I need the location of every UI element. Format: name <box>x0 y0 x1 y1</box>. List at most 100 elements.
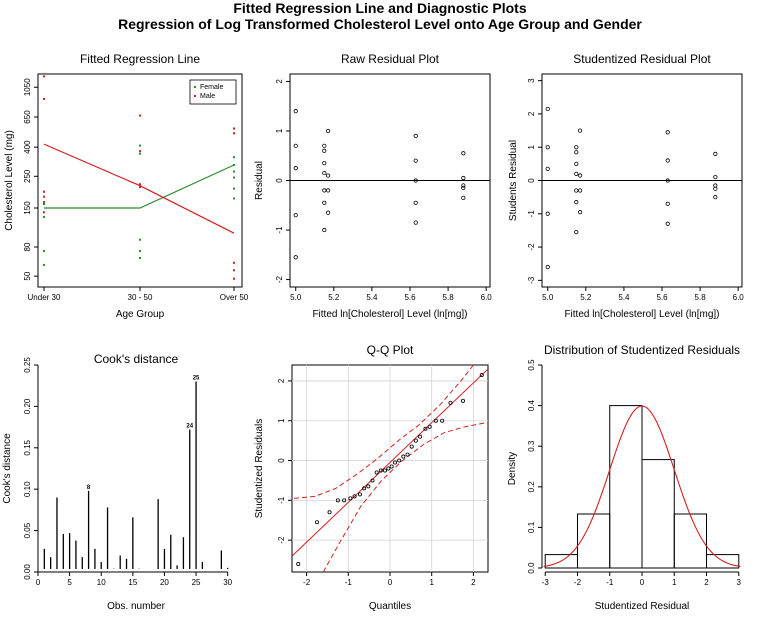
point-female-15 <box>233 156 235 159</box>
qq-point-9 <box>366 484 371 489</box>
dist-ytick-2-tick-label: 0.2 <box>527 481 536 493</box>
qq-point-10 <box>370 478 375 483</box>
point-female-6 <box>139 250 141 253</box>
legend-swatch-female <box>194 86 196 88</box>
hist-bar-4 <box>673 513 708 569</box>
qq-point-4 <box>342 498 347 503</box>
qq-point-11 <box>374 470 379 475</box>
raw-resid-point-12 <box>325 128 331 134</box>
qq-point-17 <box>397 458 402 463</box>
raw-resid-point-6 <box>322 148 327 153</box>
stud-resid-xtick-5-tick-label: 6.0 <box>733 293 745 302</box>
raw-resid-xtick-2-tick-label: 5.4 <box>366 293 378 302</box>
qq-point-6 <box>352 494 357 499</box>
qq-xtick-2-tick-label: 0 <box>388 578 393 587</box>
qq-xtick-1-tick-label: -1 <box>345 578 353 587</box>
raw-resid-point-7 <box>322 161 327 166</box>
qq-point-25 <box>433 418 438 423</box>
point-female-1 <box>43 250 45 253</box>
fitted-ytick-1050-tick-label: 1050 <box>23 78 32 96</box>
dist-ytick-1-tick-label: 0.1 <box>527 521 536 533</box>
fitted-legend <box>189 79 237 105</box>
raw-resid-point-17 <box>413 158 418 163</box>
raw-resid-point-13 <box>325 173 331 178</box>
point-female-8 <box>139 152 141 155</box>
stud-resid-ytick-6-tick-label: 3 <box>527 78 536 83</box>
cooks-xtick-2-tick-label: 10 <box>97 578 106 587</box>
qq-plot-ylabel: Studentized Residuals <box>254 419 265 519</box>
fitted-ytick-650-tick-label: 650 <box>23 110 32 124</box>
qq-ytick-0-tick-label: -2 <box>277 536 286 544</box>
dist-ytick-5-tick-label: 0.5 <box>527 359 536 371</box>
qq-point-24 <box>427 424 432 429</box>
point-male-1 <box>43 201 45 204</box>
qq-point-27 <box>448 400 453 405</box>
cooks-ytick-3-tick-label: 0.15 <box>23 439 32 455</box>
qq-point-0 <box>296 562 301 567</box>
stud-resid-point-9 <box>574 188 579 193</box>
stud-resid-point-7 <box>574 161 579 166</box>
point-female-14 <box>233 163 235 166</box>
fitted-xcat-0-tick-label: Under 30 <box>28 293 61 302</box>
fitted-ytick-50-tick-label: 50 <box>23 271 32 280</box>
raw-resid-xtick-3-tick-label: 5.6 <box>404 293 416 302</box>
fitted-plot-frame <box>37 73 243 288</box>
stud-resid-ytick-5-tick-label: 2 <box>527 111 536 116</box>
raw-resid-plot-title: Raw Residual Plot <box>341 52 440 66</box>
figure-title: Fitted Regression Line and Diagnostic Pl… <box>233 0 527 16</box>
point-female-5 <box>139 257 141 260</box>
stud-resid-xtick-4-tick-label: 5.8 <box>695 293 707 302</box>
qq-point-28 <box>460 398 465 403</box>
raw-resid-point-0 <box>293 109 298 114</box>
raw-resid-point-24 <box>461 185 466 191</box>
stud-resid-point-23 <box>713 183 718 188</box>
stud-resid-point-18 <box>665 178 670 183</box>
raw-resid-point-25 <box>461 195 466 200</box>
cooks-plot-title: Cook's distance <box>94 352 179 366</box>
stud-resid-ytick-2-tick-label: -1 <box>527 210 536 218</box>
stud-resid-point-8 <box>574 171 579 176</box>
point-female-10 <box>233 197 235 200</box>
qq-point-22 <box>418 434 423 439</box>
cooks-plot-ylabel: Cook's distance <box>2 433 13 504</box>
stud-resid-point-14 <box>577 188 583 193</box>
qq-point-23 <box>423 426 428 431</box>
fitted-ytick-400-tick-label: 400 <box>23 140 32 154</box>
hist-bar-2 <box>609 405 643 569</box>
dist-xtick-6-tick-label: 3 <box>737 578 742 587</box>
cooks-ytick-2-tick-label: 0.10 <box>23 481 32 497</box>
raw-resid-point-20 <box>413 220 418 225</box>
qq-xtick-4-tick-label: 2 <box>471 578 476 587</box>
dist-xtick-2-tick-label: -1 <box>606 578 614 587</box>
dist-xtick-5-tick-label: 2 <box>704 578 709 587</box>
qq-point-19 <box>405 452 410 457</box>
point-male-7 <box>139 183 141 186</box>
qq-point-7 <box>357 492 362 497</box>
qq-reference-line <box>292 368 488 557</box>
stud-resid-xtick-0-tick-label: 5.0 <box>542 293 554 302</box>
hist-bar-5 <box>706 554 740 569</box>
cooks-point-label-8: 8 <box>87 485 91 491</box>
fitted-plot-xlabel: Age Group <box>116 309 165 320</box>
point-male-11 <box>233 269 235 272</box>
stud-resid-point-17 <box>665 158 670 163</box>
raw-resid-point-21 <box>461 151 466 156</box>
stud-resid-plot-title: Studentized Residual Plot <box>573 52 711 66</box>
hist-bar-3 <box>641 459 675 569</box>
cooks-xtick-4-tick-label: 20 <box>160 578 169 587</box>
point-male-3 <box>43 190 45 193</box>
normal-density-curve <box>543 405 741 567</box>
qq-envelope-upper <box>294 365 474 499</box>
legend-label-female: Female <box>200 84 223 91</box>
raw-resid-xtick-5-tick-label: 6.0 <box>481 293 493 302</box>
qq-point-26 <box>440 418 445 423</box>
qq-plot-xlabel: Quantiles <box>369 601 411 612</box>
stud-resid-point-25 <box>713 195 718 200</box>
stud-resid-point-15 <box>577 210 583 215</box>
dist-plot-ylabel: Density <box>507 452 518 485</box>
qq-point-3 <box>335 498 340 503</box>
stud-resid-xtick-2-tick-label: 5.4 <box>618 293 630 302</box>
point-male-10 <box>233 277 235 280</box>
stud-resid-xtick-3-tick-label: 5.6 <box>656 293 668 302</box>
